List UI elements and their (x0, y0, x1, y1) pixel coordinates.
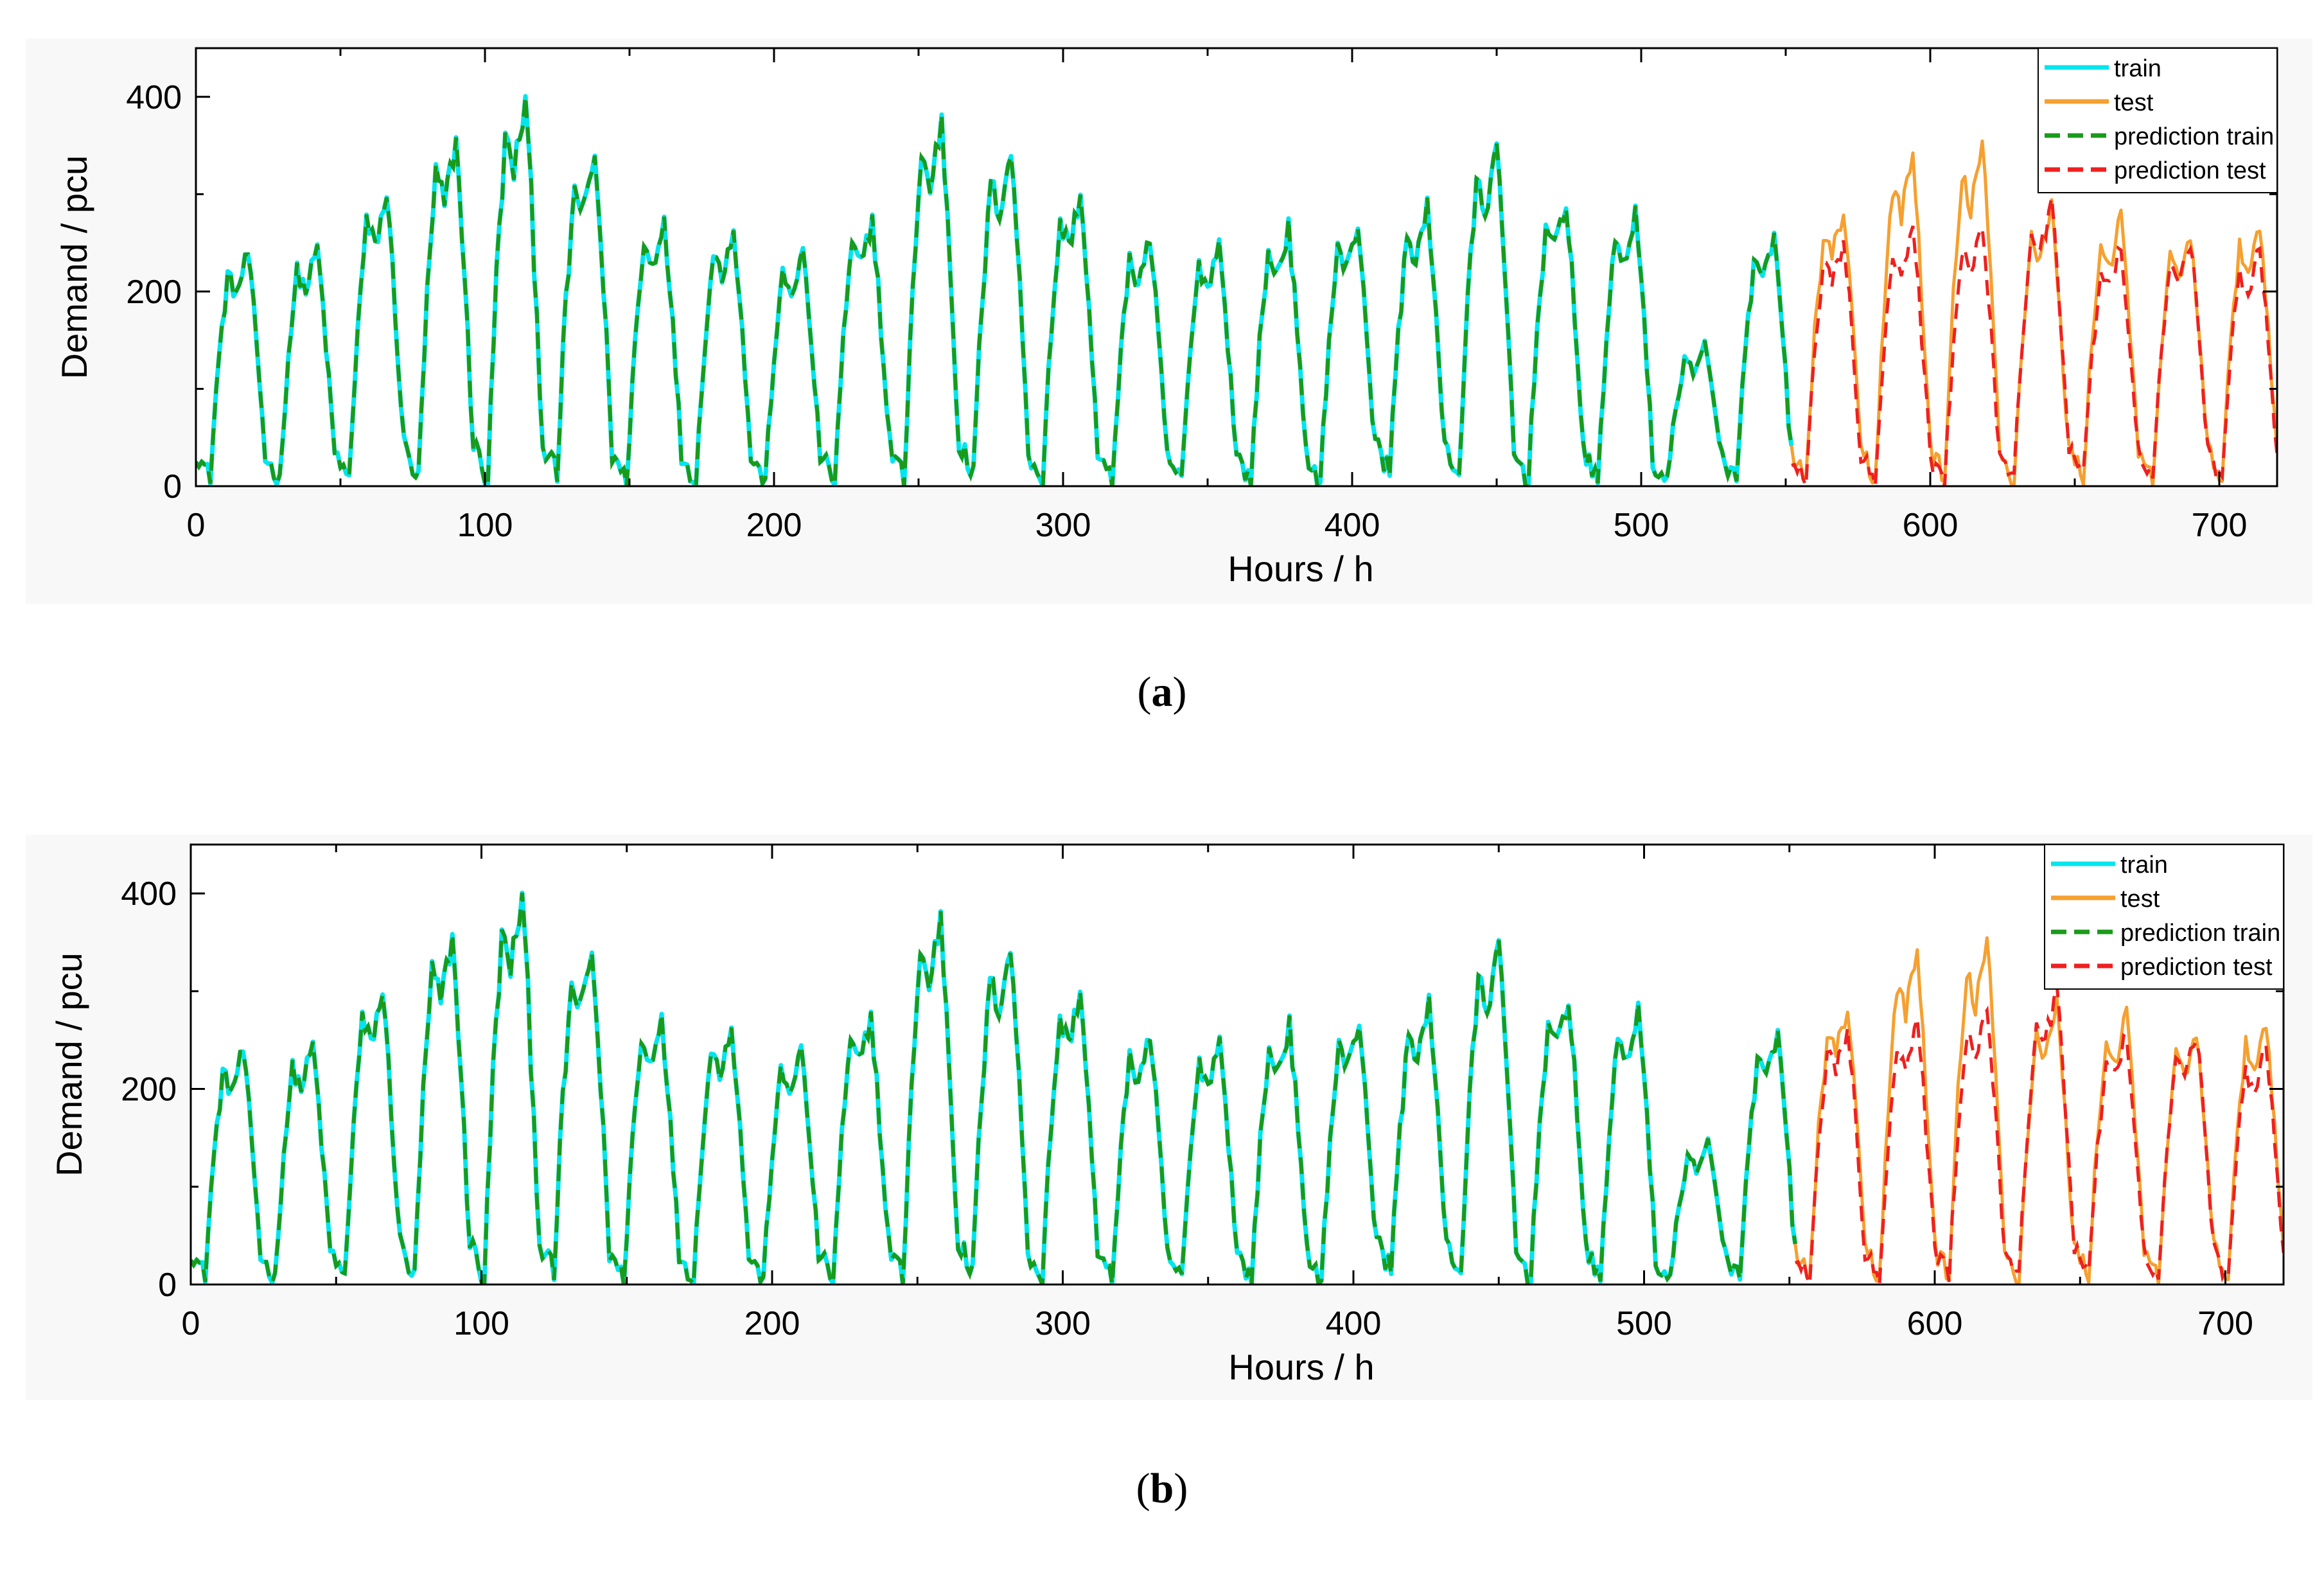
x-tick-label: 400 (1325, 507, 1380, 544)
legend-label-train: train (2120, 852, 2168, 879)
caption-b: (b) (1136, 1465, 1188, 1512)
x-tick-label: 300 (1035, 507, 1091, 544)
x-tick-label: 300 (1035, 1305, 1091, 1342)
plot-frame (189, 843, 2285, 1286)
plot-series-group (191, 890, 2284, 1284)
legend-label-test: test (2120, 886, 2160, 913)
legend-label-prediction-train: prediction train (2114, 123, 2274, 150)
series-prediction-test-line (1791, 197, 2277, 486)
caption-b-letter: b (1150, 1465, 1174, 1512)
x-tick-label: 600 (1907, 1305, 1963, 1342)
x-tick-label: 100 (457, 507, 513, 544)
y-axis-label: Demand / pcu (49, 952, 89, 1177)
plot-area (191, 845, 2284, 1284)
series-prediction-train-line (191, 892, 1797, 1284)
chart-panel-a: 0 100 200 300 400 500 600 700 0 200 400 Hours / h De… (0, 0, 2324, 617)
x-axis-label: Hours / h (1228, 1347, 1374, 1387)
caption-a: (a) (1137, 669, 1187, 715)
chart-b: 0 100 200 300 400 500 600 700 0 200 400 Hours / h De… (26, 835, 2312, 1400)
legend-label-prediction-test: prediction test (2120, 954, 2273, 981)
x-tick-label: 0 (182, 1305, 200, 1342)
x-tick-label: 500 (1616, 1305, 1672, 1342)
plot-series-group (196, 94, 2277, 486)
x-tick-label: 200 (746, 507, 802, 544)
legend-label-test: test (2114, 89, 2154, 116)
legend-label-prediction-train: prediction train (2120, 920, 2280, 947)
x-tick-label: 0 (187, 507, 206, 544)
plot-area (196, 48, 2277, 486)
x-tick-label: 500 (1614, 507, 1669, 544)
series-prediction-test-line (1795, 984, 2284, 1284)
y-tick-label: 0 (163, 468, 182, 505)
x-tick-label: 600 (1903, 507, 1959, 544)
x-tick-label: 700 (2192, 507, 2248, 544)
y-tick-label: 400 (121, 875, 177, 913)
y-tick-label: 200 (121, 1071, 177, 1109)
x-tick-label: 700 (2197, 1305, 2253, 1342)
x-tick-label: 200 (744, 1305, 800, 1342)
y-tick-label: 200 (126, 274, 182, 311)
y-axis-label: Demand / pcu (54, 155, 94, 380)
legend-label-prediction-test: prediction test (2114, 157, 2266, 184)
series-prediction-train-line (196, 96, 1793, 486)
caption-a-letter: a (1151, 669, 1173, 715)
legend-label-train: train (2114, 55, 2161, 82)
chart-a: 0 100 200 300 400 500 600 700 0 200 400 Hours / h De… (26, 39, 2312, 604)
plot-frame (195, 47, 2278, 487)
chart-panel-b: 0 100 200 300 400 500 600 700 0 200 400 Hours / h De… (0, 796, 2324, 1413)
x-axis-label: Hours / h (1228, 548, 1373, 589)
y-tick-label: 0 (158, 1267, 177, 1304)
x-tick-label: 400 (1326, 1305, 1382, 1342)
x-tick-label: 100 (453, 1305, 509, 1342)
y-tick-label: 400 (126, 79, 182, 116)
